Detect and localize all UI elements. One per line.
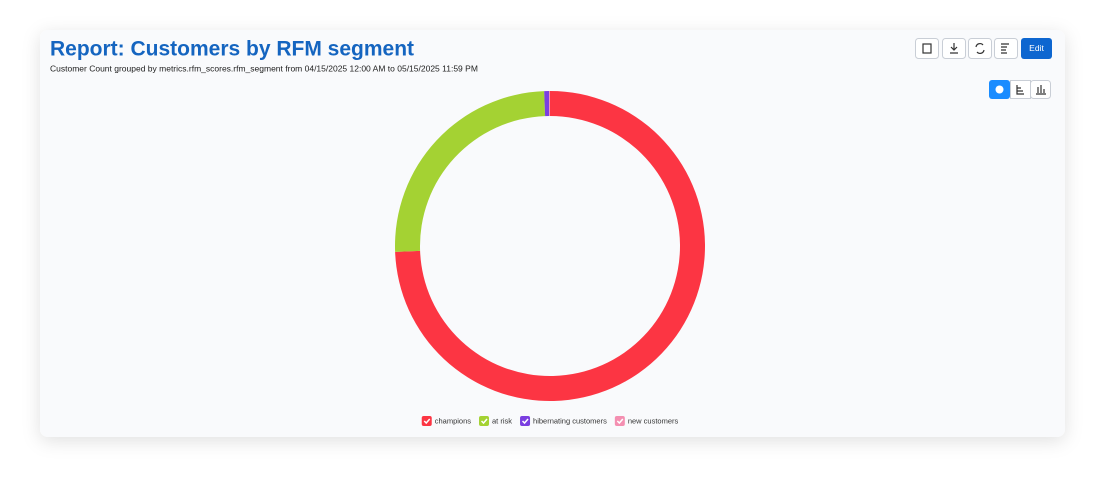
pie-icon — [995, 85, 1004, 94]
column-icon — [1036, 85, 1046, 95]
notes-button[interactable] — [915, 38, 939, 59]
download-icon — [950, 43, 958, 54]
legend-item[interactable]: at risk — [479, 416, 512, 426]
legend-label: champions — [435, 416, 472, 425]
donut-slice — [544, 91, 550, 117]
legend-checkbox — [479, 416, 490, 426]
legend-checkbox — [614, 416, 625, 426]
edit-label: Edit — [1029, 43, 1044, 53]
legend-label: new customers — [628, 416, 679, 425]
legend-check — [423, 418, 431, 425]
legend-checkbox — [520, 416, 531, 426]
refresh-icon — [975, 43, 985, 54]
donut-slice — [395, 91, 546, 252]
report-title: Report: Customers by RFM segment — [50, 38, 414, 61]
edit-button[interactable] — [1021, 38, 1052, 59]
report-subtitle: Customer Count grouped by metrics.rfm_sc… — [50, 63, 478, 73]
refresh-button[interactable] — [968, 38, 992, 59]
legend-item[interactable]: new customers — [614, 416, 679, 426]
legend-item[interactable]: hibernating customers — [520, 416, 607, 426]
donut-slice — [549, 91, 550, 117]
legend-check — [616, 418, 624, 425]
bar-icon — [1016, 85, 1024, 95]
query-icon — [1001, 43, 1009, 54]
bar-toggle[interactable] — [1010, 80, 1031, 99]
legend-checkbox — [421, 416, 432, 426]
notes-icon — [922, 43, 932, 54]
legend-check — [480, 418, 488, 425]
donut-chart — [395, 91, 705, 401]
legend-label: hibernating customers — [533, 416, 607, 425]
legend-label: at risk — [492, 416, 512, 425]
legend-item[interactable]: champions — [421, 416, 472, 426]
legend-check — [522, 418, 529, 425]
legend: champions at risk hibernating customers new… — [421, 416, 679, 426]
chart-type-toggle — [989, 80, 1051, 99]
query-button[interactable] — [994, 38, 1018, 59]
toolbar: Edit — [915, 38, 1052, 59]
report-card — [40, 30, 1065, 437]
